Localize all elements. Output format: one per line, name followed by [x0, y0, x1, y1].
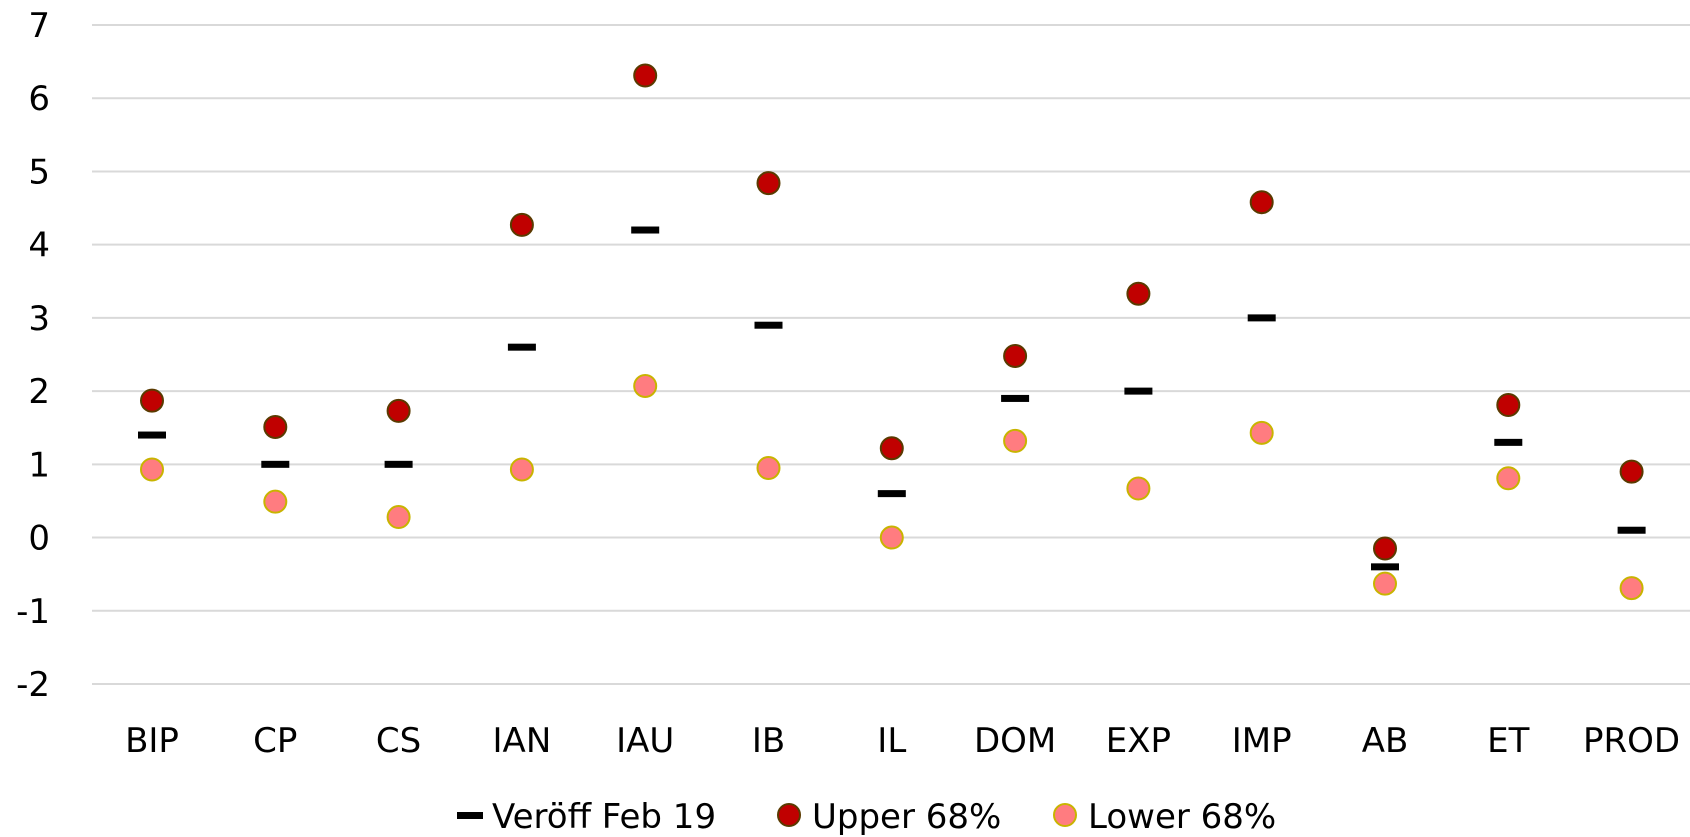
circle-point-lower: [756, 455, 781, 480]
circle-point-upper: [1249, 190, 1274, 215]
dash-point-veroeff: [1494, 438, 1523, 446]
legend-item-upper: Upper 68%: [777, 797, 1001, 837]
circle-point-upper: [263, 414, 288, 439]
x-tick-label: IB: [752, 721, 785, 761]
legend-upper-marker: [777, 803, 801, 827]
y-tick-label: 5: [28, 152, 50, 192]
legend-item-lower: Lower 68%: [1053, 797, 1276, 837]
grid-lines: [92, 24, 1690, 685]
dash-point-veroeff: [877, 490, 906, 498]
y-tick-label: 6: [28, 79, 50, 119]
y-tick-label: -2: [16, 665, 50, 705]
dash-point-veroeff: [631, 226, 660, 234]
y-tick-label: 1: [28, 445, 50, 485]
circle-point-lower: [263, 489, 288, 514]
y-tick-label: 2: [28, 372, 50, 412]
circle-point-upper: [509, 212, 534, 237]
circle-point-upper: [879, 436, 904, 461]
x-tick-label: EXP: [1106, 721, 1171, 761]
data-marks: [138, 63, 1646, 601]
dash-point-veroeff: [384, 460, 413, 468]
circle-point-upper: [1126, 281, 1151, 306]
circle-point-lower: [1249, 420, 1274, 445]
x-tick-label: IMP: [1232, 721, 1292, 761]
circle-point-lower: [879, 525, 904, 550]
circle-point-upper: [1003, 343, 1028, 368]
circle-point-upper: [1619, 459, 1644, 484]
dash-point-veroeff: [507, 343, 536, 351]
circle-point-lower: [1619, 576, 1644, 601]
dash-point-veroeff: [1001, 394, 1030, 402]
x-axis-tick-labels: BIP CP CS IAN IAU IB IL DOM EXP IMP AB ET PROD: [125, 721, 1680, 761]
x-tick-label: CP: [253, 721, 297, 761]
circle-point-lower: [509, 457, 534, 482]
dash-point-veroeff: [261, 460, 290, 468]
dash-point-veroeff: [754, 321, 783, 329]
legend: Veröff Feb 19 Upper 68% Lower 68%: [457, 797, 1276, 837]
circle-point-upper: [1373, 536, 1397, 561]
y-tick-label: 3: [28, 299, 50, 339]
x-tick-label: DOM: [974, 721, 1056, 761]
x-tick-label: BIP: [125, 721, 179, 761]
circle-point-lower: [1496, 466, 1521, 491]
circle-point-lower: [633, 373, 658, 398]
legend-label-lower: Lower 68%: [1088, 797, 1276, 837]
circle-point-lower: [386, 505, 411, 530]
legend-lower-marker: [1053, 803, 1077, 827]
x-tick-label: ET: [1487, 721, 1529, 761]
dash-point-veroeff: [1371, 563, 1399, 571]
x-tick-label: IL: [877, 721, 906, 761]
circle-point-upper: [633, 63, 658, 88]
legend-dash-marker: [457, 812, 483, 819]
dash-point-veroeff: [138, 431, 166, 439]
circle-point-lower: [1003, 428, 1028, 453]
y-axis-tick-labels: -2 -1 0 1 2 3 4 5 6 7: [16, 6, 50, 705]
legend-item-veroeff: Veröff Feb 19: [457, 797, 716, 837]
dash-point-veroeff: [1247, 314, 1276, 322]
y-tick-label: 4: [28, 226, 50, 266]
legend-label-upper: Upper 68%: [812, 797, 1001, 837]
x-tick-label: CS: [376, 721, 421, 761]
circle-point-lower: [1126, 476, 1151, 501]
y-tick-label: 0: [28, 519, 50, 559]
circle-point-lower: [140, 457, 164, 482]
y-tick-label: -1: [16, 592, 50, 632]
dash-point-veroeff: [1124, 387, 1153, 395]
circle-point-upper: [140, 388, 164, 413]
y-tick-label: 7: [28, 6, 50, 46]
x-tick-label: PROD: [1583, 721, 1680, 761]
x-tick-label: IAU: [616, 721, 674, 761]
circle-point-lower: [1373, 571, 1397, 596]
legend-label-veroeff: Veröff Feb 19: [492, 797, 716, 837]
x-tick-label: AB: [1362, 721, 1409, 761]
circle-point-upper: [1496, 393, 1521, 418]
circle-point-upper: [756, 171, 781, 196]
dash-point-veroeff: [1617, 526, 1646, 534]
circle-point-upper: [386, 398, 411, 423]
x-tick-label: IAN: [493, 721, 552, 761]
